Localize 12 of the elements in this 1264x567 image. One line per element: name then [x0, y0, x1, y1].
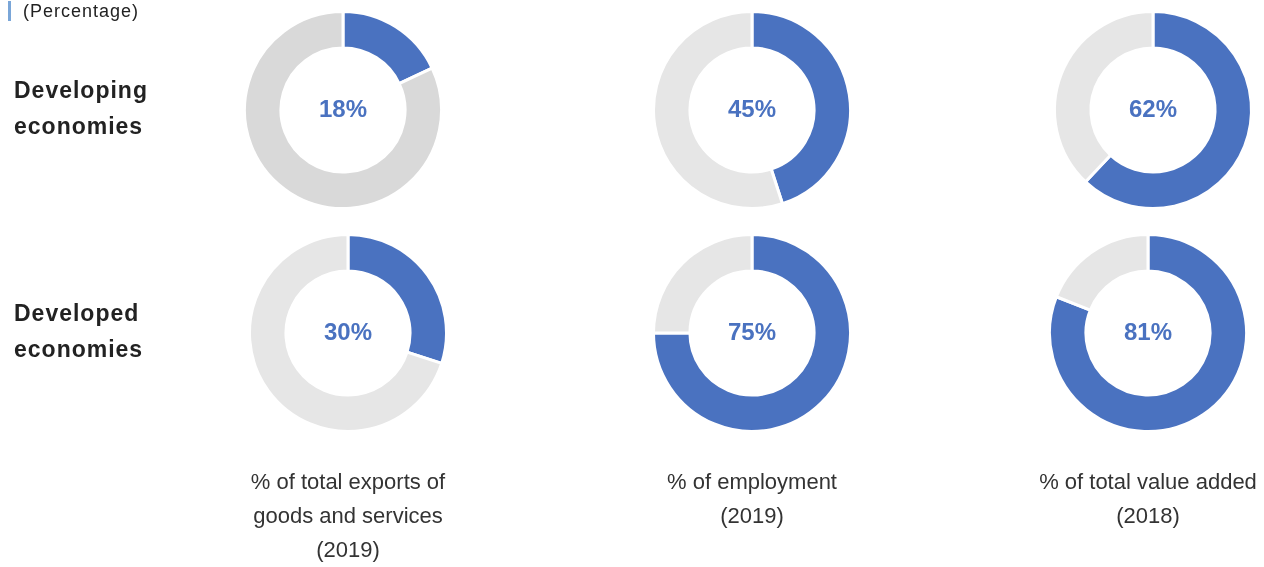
data-label: 45% — [727, 94, 777, 122]
text: % of total exports of goods and services (2019) — [249, 468, 447, 564]
text: Developing economies — [14, 76, 149, 141]
data-label: 62% — [1128, 94, 1178, 122]
data-label: 75% — [727, 317, 777, 345]
data-label: 18% — [318, 94, 368, 122]
text: Developed economies — [14, 299, 145, 364]
text: % of employment (2019) — [666, 468, 838, 530]
data-label: 81% — [1123, 317, 1173, 345]
text: % of total value added (2018) — [1038, 468, 1258, 530]
data-label: 30% — [323, 317, 373, 345]
text: (Percentage) — [8, 1, 140, 21]
